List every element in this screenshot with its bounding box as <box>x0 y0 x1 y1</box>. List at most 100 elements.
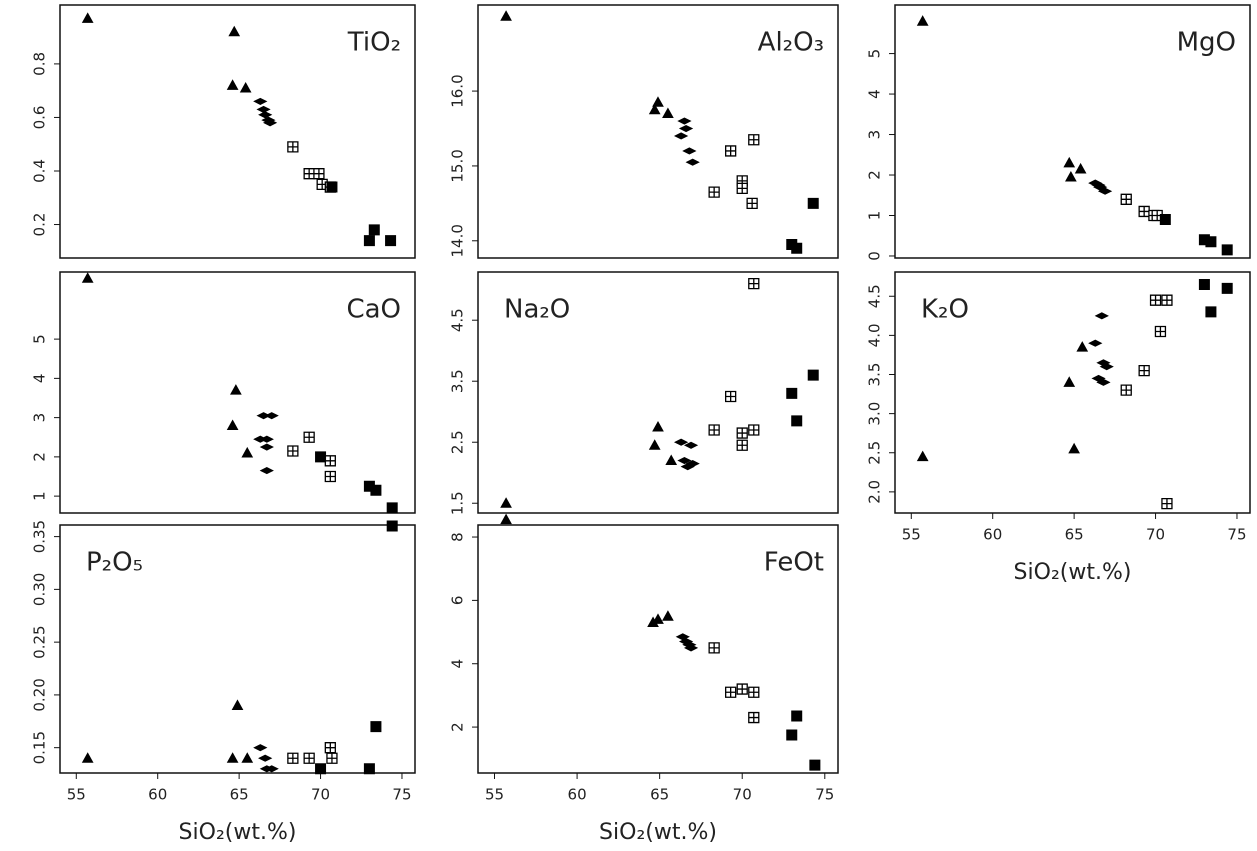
data-point <box>685 158 700 166</box>
data-point <box>809 759 821 771</box>
data-point <box>725 390 737 403</box>
data-point <box>368 224 380 236</box>
data-point <box>677 456 692 465</box>
plot-frame <box>894 4 1251 259</box>
data-point <box>231 699 244 710</box>
data-point <box>1149 294 1162 306</box>
data-point <box>81 12 94 23</box>
y-tick-label: 2 <box>866 170 884 180</box>
x-tick-label: 70 <box>733 786 752 804</box>
plot-frame <box>59 524 416 774</box>
x-tick-label: 75 <box>815 786 834 804</box>
data-point <box>791 710 803 722</box>
y-tick-label: 5 <box>31 334 49 344</box>
data-point <box>1068 442 1080 454</box>
data-point <box>500 513 512 525</box>
x-axis-label: SiO₂(wt.%) <box>599 820 717 845</box>
x-axis-label: SiO₂(wt.%) <box>179 820 297 845</box>
data-point <box>665 454 678 466</box>
y-tick-label: 0 <box>866 251 884 261</box>
plot-frame <box>477 271 839 514</box>
y-tick-label: 3 <box>31 413 49 423</box>
x-tick-label: 70 <box>1146 526 1165 544</box>
panel-title: Al₂O₃ <box>758 28 824 58</box>
y-tick-label: 0.15 <box>31 731 49 764</box>
y-tick-label: 0.4 <box>31 159 49 183</box>
data-point <box>680 463 695 471</box>
data-point <box>253 97 268 105</box>
data-point <box>748 134 760 146</box>
data-point <box>1063 376 1076 387</box>
data-point <box>370 484 382 496</box>
panel-title: TiO₂ <box>347 28 401 58</box>
data-point <box>916 450 929 462</box>
data-point <box>315 451 327 463</box>
y-tick-label: 4.5 <box>866 284 884 308</box>
y-tick-label: 2.5 <box>866 441 884 465</box>
panel-title: CaO <box>346 295 401 325</box>
y-tick-label: 1 <box>866 211 884 221</box>
panel: 2 4 6 8 55 60 65 70 75 SiO₂(wt.%) FeOt <box>449 513 839 845</box>
data-point <box>1154 325 1167 338</box>
data-point <box>258 754 273 762</box>
data-point <box>1074 162 1087 174</box>
data-point <box>1120 384 1132 396</box>
panel: 0.15 0.20 0.25 0.30 0.35 55 60 65 70 75 SiO₂(wt.%)… <box>31 520 416 845</box>
y-tick-label: 0.25 <box>31 625 49 658</box>
data-point <box>287 445 299 457</box>
plot-frame <box>59 271 416 514</box>
y-tick-label: 2 <box>449 722 467 732</box>
data-point <box>1088 339 1103 347</box>
data-point <box>303 752 315 764</box>
data-point <box>1221 244 1233 256</box>
y-tick-label: 0.20 <box>31 678 49 711</box>
y-tick-label: 15.0 <box>449 149 467 182</box>
data-point <box>239 81 252 93</box>
data-point <box>226 419 239 430</box>
plot-frame <box>59 4 416 259</box>
y-tick-label: 1 <box>31 491 49 501</box>
y-tick-label: 1.5 <box>449 491 467 515</box>
data-point <box>916 15 929 26</box>
y-tick-label: 3.5 <box>449 369 467 393</box>
x-tick-label: 65 <box>650 786 669 804</box>
y-tick-label: 4.5 <box>449 308 467 332</box>
y-tick-label: 2 <box>31 452 49 462</box>
data-point <box>262 119 278 127</box>
data-point <box>324 742 336 754</box>
y-tick-label: 3 <box>866 130 884 140</box>
x-tick-label: 55 <box>67 786 86 804</box>
x-tick-label: 70 <box>311 786 330 804</box>
data-point <box>807 197 819 209</box>
data-point <box>1159 214 1171 226</box>
data-point <box>264 412 279 420</box>
data-point <box>1198 279 1210 291</box>
panel-title: P₂O₅ <box>86 548 143 578</box>
data-point <box>1138 205 1150 218</box>
data-point <box>303 168 315 180</box>
y-tick-label: 4.0 <box>866 323 884 347</box>
y-tick-label: 0.30 <box>31 573 49 606</box>
y-tick-label: 0.8 <box>31 52 49 76</box>
data-point <box>1099 363 1114 371</box>
data-point <box>500 10 512 21</box>
y-tick-label: 5 <box>866 49 884 59</box>
data-point <box>678 124 694 133</box>
y-tick-label: 4 <box>866 89 884 99</box>
y-tick-label: 16.0 <box>449 74 467 107</box>
data-point <box>1091 374 1106 382</box>
data-point <box>736 439 748 451</box>
data-point <box>685 460 700 468</box>
x-tick-label: 60 <box>148 786 167 804</box>
data-point <box>1221 282 1233 294</box>
y-tick-label: 2.0 <box>866 480 884 504</box>
data-point <box>230 384 242 395</box>
data-point <box>677 117 692 125</box>
panel-title: Na₂O <box>504 295 570 325</box>
data-point <box>1063 156 1076 168</box>
data-point <box>259 435 274 443</box>
data-point <box>500 497 512 508</box>
data-point <box>708 186 720 198</box>
data-point <box>748 711 760 724</box>
